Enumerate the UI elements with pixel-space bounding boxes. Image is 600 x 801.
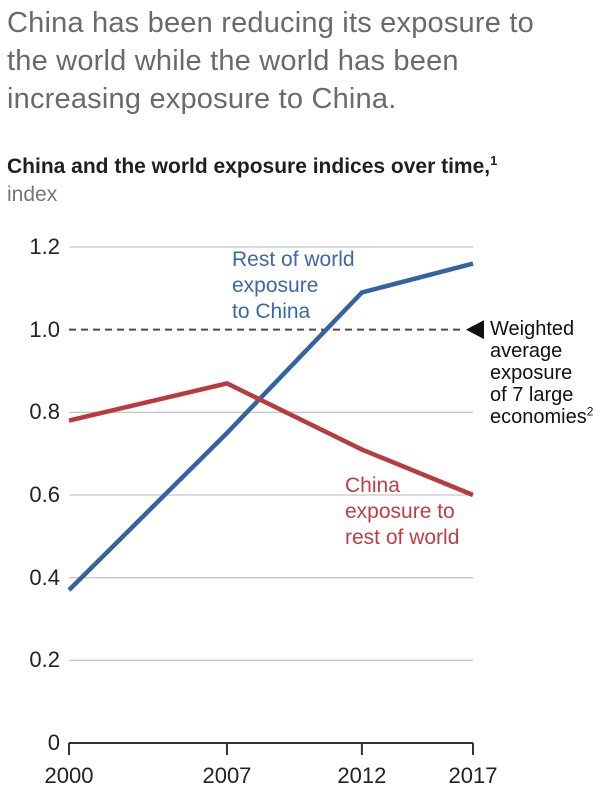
page-title: China has been reducing its exposure to … bbox=[7, 4, 597, 118]
left-arrow-marker bbox=[466, 320, 484, 340]
reference-label-line: exposure bbox=[490, 362, 573, 384]
reference-label-line: of 7 large bbox=[490, 384, 574, 406]
y-tick-label: 0 bbox=[47, 730, 60, 755]
page-title-line: China has been reducing its exposure to bbox=[7, 7, 534, 39]
series-label-line: to China bbox=[232, 300, 311, 323]
series-label-line: exposure to bbox=[345, 500, 455, 523]
series-label-line: rest of world bbox=[345, 526, 460, 549]
reference-line-label: Weighted average exposure of 7 large eco… bbox=[490, 318, 600, 428]
line-rest-of-world bbox=[67, 261, 474, 592]
line-china-exposure bbox=[68, 381, 474, 498]
series-label-line: China bbox=[345, 474, 400, 497]
page-title-line: the world while the world has been bbox=[7, 45, 459, 77]
y-tick-label: 0.8 bbox=[29, 399, 60, 425]
y-tick-label: 0.2 bbox=[29, 647, 60, 673]
plot-area bbox=[67, 246, 484, 755]
x-tick-label: 2012 bbox=[337, 763, 387, 788]
series-label-line: exposure bbox=[232, 274, 319, 297]
series-label-line: Rest of world bbox=[232, 248, 355, 271]
x-tick-label: 2000 bbox=[44, 763, 94, 788]
chart-title: China and the world exposure indices ove… bbox=[7, 153, 567, 179]
chart-title-text: China and the world exposure indices ove… bbox=[7, 155, 491, 178]
page-title-line: increasing exposure to China. bbox=[7, 83, 397, 115]
y-tick-label: 0.6 bbox=[29, 482, 60, 507]
footnote-marker-2: 2 bbox=[586, 404, 594, 419]
y-tick-label: 1.0 bbox=[29, 316, 60, 342]
series-label-rest-of-world-exposure: Rest of world exposure to China bbox=[232, 247, 355, 325]
chart-unit-label: index bbox=[7, 183, 58, 206]
x-tick-label: 2017 bbox=[448, 763, 498, 788]
y-tick-label: 1.2 bbox=[29, 234, 60, 259]
footnote-marker-1: 1 bbox=[490, 153, 498, 168]
series-label-china-exposure: China exposure to rest of world bbox=[345, 473, 459, 551]
y-tick-label: 0.4 bbox=[29, 564, 60, 590]
reference-label-line: average bbox=[490, 340, 563, 362]
reference-label-line: Weighted bbox=[490, 318, 575, 340]
x-tick-label: 2007 bbox=[202, 763, 252, 788]
reference-label-line: economies2 bbox=[490, 404, 594, 428]
